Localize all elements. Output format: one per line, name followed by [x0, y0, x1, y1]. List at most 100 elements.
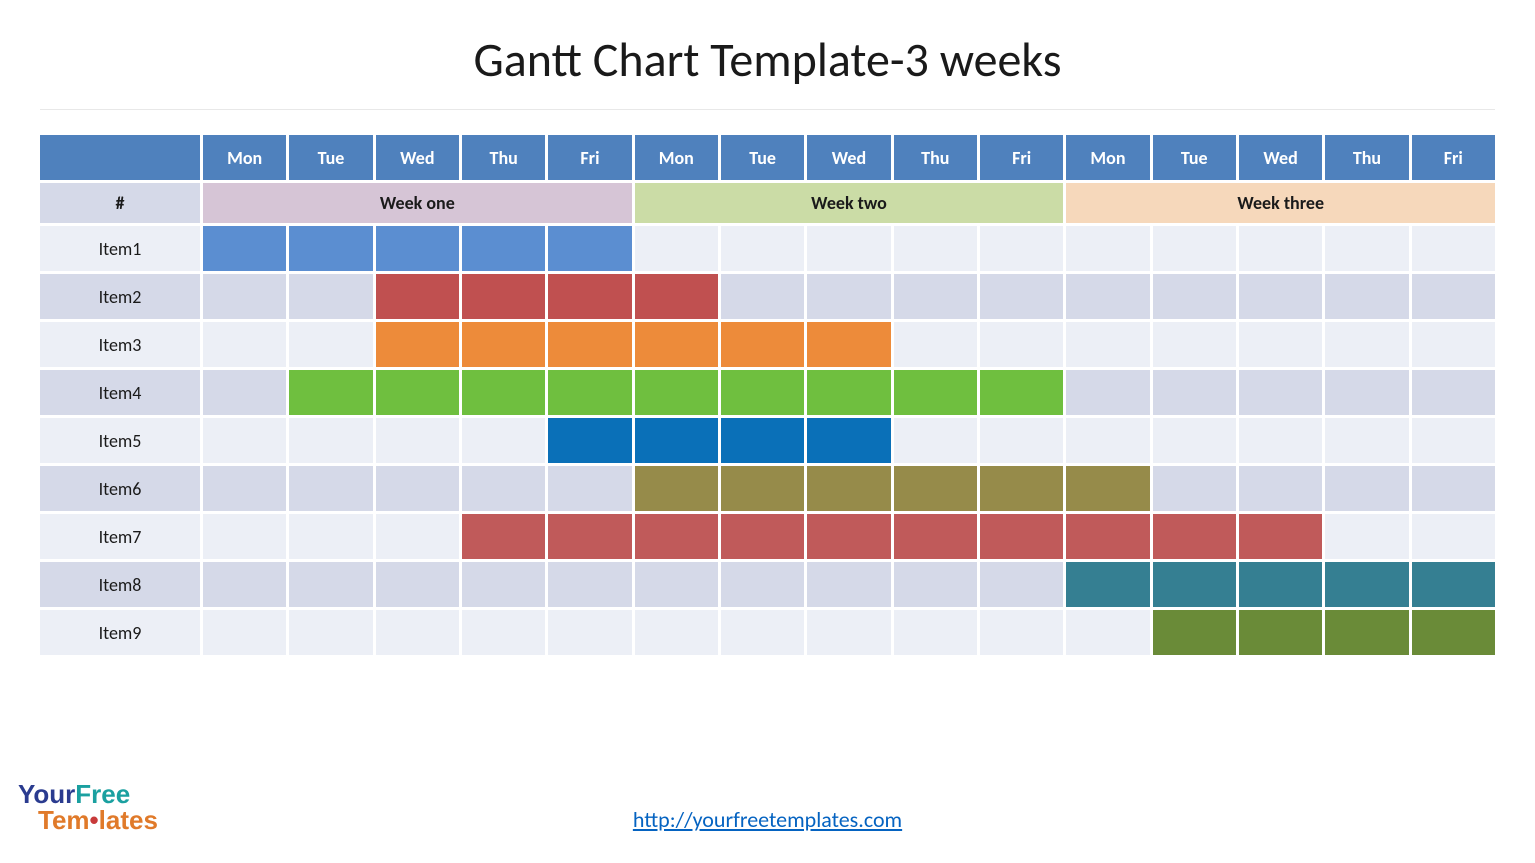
- gantt-cell: [635, 226, 718, 271]
- gantt-cell: [635, 322, 718, 367]
- gantt-cell: [548, 418, 631, 463]
- gantt-cell: [807, 466, 890, 511]
- gantt-cell: [1325, 322, 1408, 367]
- gantt-cell: [203, 226, 286, 271]
- gantt-cell: [548, 514, 631, 559]
- gantt-cell: [721, 466, 804, 511]
- gantt-cell: [635, 274, 718, 319]
- logo: YourFree Tem•lates: [18, 781, 158, 833]
- gantt-cell: [1412, 466, 1495, 511]
- header-day: Tue: [1153, 135, 1236, 180]
- gantt-cell: [721, 610, 804, 655]
- gantt-cell: [548, 466, 631, 511]
- gantt-cell: [1325, 514, 1408, 559]
- gantt-cell: [203, 466, 286, 511]
- item-label: Item9: [40, 610, 200, 655]
- gantt-cell: [376, 274, 459, 319]
- gantt-cell: [1325, 610, 1408, 655]
- gantt-cell: [635, 562, 718, 607]
- gantt-cell: [548, 322, 631, 367]
- gantt-cell: [1239, 514, 1322, 559]
- gantt-cell: [1325, 274, 1408, 319]
- gantt-cell: [1153, 610, 1236, 655]
- gantt-cell: [289, 370, 372, 415]
- gantt-cell: [462, 226, 545, 271]
- gantt-cell: [1412, 226, 1495, 271]
- item-label: Item3: [40, 322, 200, 367]
- gantt-cell: [807, 274, 890, 319]
- gantt-cell: [980, 466, 1063, 511]
- item-row: Item4: [40, 370, 1495, 415]
- gantt-cell: [807, 226, 890, 271]
- chart-title: Gantt Chart Template-3 weeks: [0, 0, 1535, 109]
- gantt-cell: [203, 370, 286, 415]
- gantt-cell: [721, 370, 804, 415]
- item-label: Item5: [40, 418, 200, 463]
- gantt-cell: [807, 514, 890, 559]
- gantt-cell: [1239, 322, 1322, 367]
- gantt-cell: [894, 466, 977, 511]
- gantt-cell: [1412, 562, 1495, 607]
- gantt-cell: [721, 562, 804, 607]
- gantt-cell: [462, 610, 545, 655]
- week-label: #: [40, 183, 200, 223]
- gantt-cell: [376, 370, 459, 415]
- gantt-cell: [462, 418, 545, 463]
- gantt-cell: [203, 418, 286, 463]
- gantt-cell: [894, 514, 977, 559]
- logo-dot: •: [90, 805, 99, 835]
- gantt-cell: [635, 610, 718, 655]
- gantt-cell: [1412, 610, 1495, 655]
- header-day: Fri: [1412, 135, 1495, 180]
- gantt-cell: [376, 418, 459, 463]
- gantt-cell: [721, 322, 804, 367]
- gantt-cell: [980, 610, 1063, 655]
- gantt-cell: [462, 370, 545, 415]
- item-label: Item1: [40, 226, 200, 271]
- item-label: Item8: [40, 562, 200, 607]
- gantt-cell: [980, 418, 1063, 463]
- gantt-cell: [1325, 226, 1408, 271]
- gantt-cell: [1066, 562, 1149, 607]
- gantt-cell: [1153, 562, 1236, 607]
- header-day: Mon: [203, 135, 286, 180]
- gantt-cell: [1239, 466, 1322, 511]
- gantt-cell: [721, 274, 804, 319]
- gantt-cell: [894, 418, 977, 463]
- gantt-cell: [1066, 466, 1149, 511]
- item-row: Item1: [40, 226, 1495, 271]
- header-day: Mon: [635, 135, 718, 180]
- header-day: Fri: [980, 135, 1063, 180]
- gantt-cell: [894, 274, 977, 319]
- item-row: Item8: [40, 562, 1495, 607]
- gantt-chart: MonTueWedThuFriMonTueWedThuFriMonTueWedT…: [40, 135, 1495, 655]
- gantt-cell: [1066, 274, 1149, 319]
- header-day: Wed: [1239, 135, 1322, 180]
- gantt-cell: [1066, 610, 1149, 655]
- gantt-cell: [548, 610, 631, 655]
- gantt-cell: [462, 274, 545, 319]
- gantt-cell: [1412, 274, 1495, 319]
- item-label: Item6: [40, 466, 200, 511]
- gantt-cell: [376, 514, 459, 559]
- gantt-cell: [289, 562, 372, 607]
- item-row: Item2: [40, 274, 1495, 319]
- footer-link[interactable]: http://yourfreetemplates.com: [633, 806, 902, 833]
- gantt-cell: [635, 418, 718, 463]
- gantt-cell: [807, 322, 890, 367]
- gantt-cell: [807, 370, 890, 415]
- item-row: Item5: [40, 418, 1495, 463]
- gantt-cell: [721, 418, 804, 463]
- gantt-cell: [1412, 322, 1495, 367]
- gantt-cell: [203, 610, 286, 655]
- header-day: Thu: [462, 135, 545, 180]
- gantt-cell: [289, 610, 372, 655]
- header-day: Wed: [807, 135, 890, 180]
- gantt-cell: [548, 226, 631, 271]
- header-day: Wed: [376, 135, 459, 180]
- gantt-cell: [376, 610, 459, 655]
- gantt-cell: [721, 226, 804, 271]
- gantt-cell: [203, 562, 286, 607]
- week-group: Week one: [203, 183, 632, 223]
- header-day: Tue: [721, 135, 804, 180]
